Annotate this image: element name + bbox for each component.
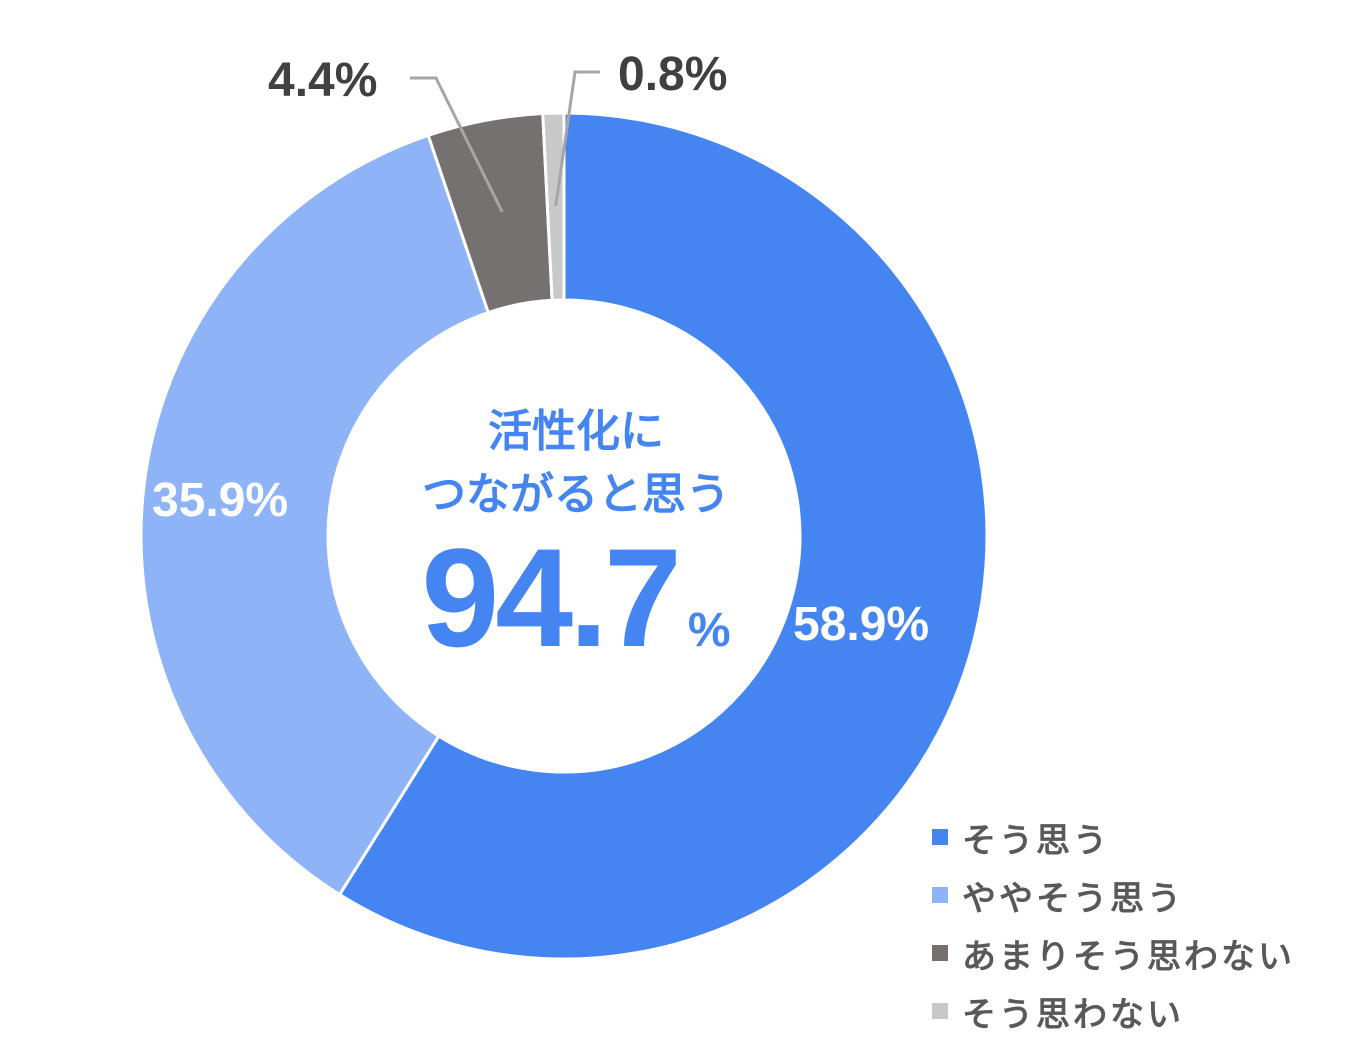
center-total-number: 94.7 bbox=[421, 519, 681, 676]
center-total-value: 94.7% bbox=[326, 528, 826, 668]
data-label: 35.9% bbox=[152, 474, 289, 527]
legend-label: あまりそう思わない bbox=[962, 936, 1295, 977]
legend-swatch bbox=[932, 887, 948, 903]
legend-item: そう思う bbox=[932, 808, 1295, 866]
legend-item: そう思わない bbox=[932, 982, 1295, 1040]
donut-slice bbox=[541, 111, 566, 302]
legend-label: そう思う bbox=[962, 820, 1110, 861]
legend-swatch bbox=[932, 945, 948, 961]
donut-slice bbox=[139, 133, 491, 897]
donut-slice bbox=[337, 111, 989, 961]
legend-swatch bbox=[932, 1003, 948, 1019]
legend-label: そう思わない bbox=[962, 994, 1184, 1035]
legend-item: あまりそう思わない bbox=[932, 924, 1295, 982]
legend: そう思う ややそう思う あまりそう思わない そう思わない bbox=[932, 808, 1295, 1040]
center-title-line1: 活性化に bbox=[488, 406, 664, 457]
legend-label: ややそう思う bbox=[962, 878, 1184, 919]
data-label: 58.9% bbox=[793, 598, 930, 651]
legend-item: ややそう思う bbox=[932, 866, 1295, 924]
data-label: 0.8% bbox=[618, 48, 728, 101]
center-title-line2: つながると思う bbox=[422, 469, 730, 520]
data-label: 4.4% bbox=[268, 54, 378, 107]
center-total-unit: % bbox=[687, 604, 731, 657]
leader-line bbox=[410, 76, 504, 213]
legend-swatch bbox=[932, 829, 948, 845]
leader-line bbox=[554, 70, 600, 207]
